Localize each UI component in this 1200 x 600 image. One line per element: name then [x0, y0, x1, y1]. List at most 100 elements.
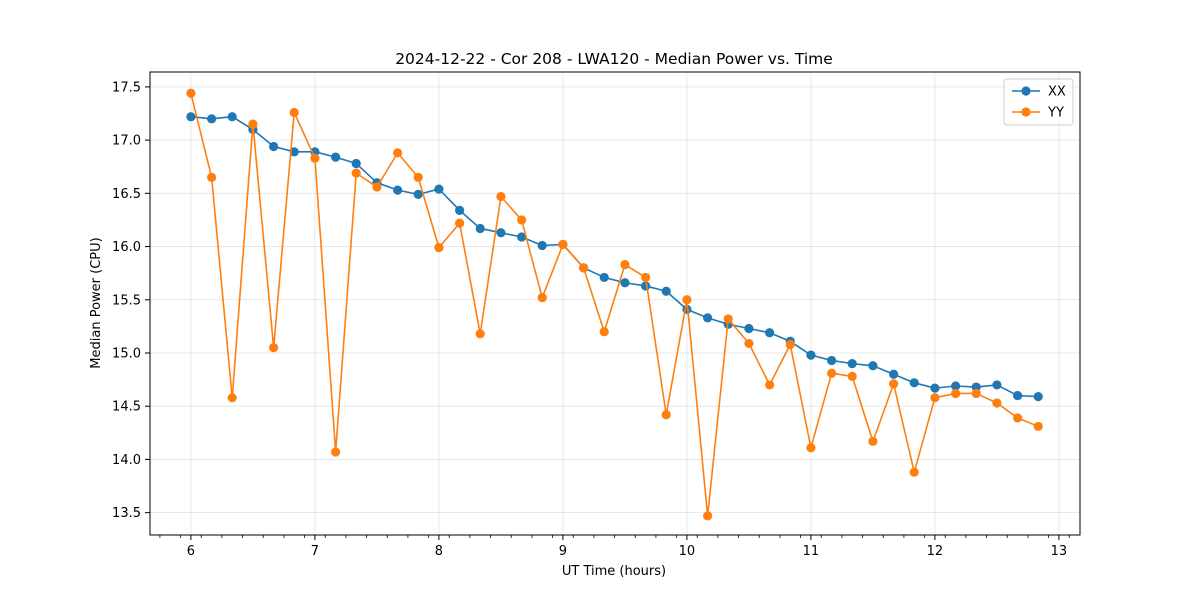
- data-point-yy: [827, 368, 837, 378]
- legend-label-xx: XX: [1048, 85, 1066, 100]
- data-point-xx: [434, 184, 444, 194]
- data-point-xx: [413, 189, 423, 200]
- data-point-xx: [455, 205, 465, 215]
- data-point-xx: [269, 141, 279, 152]
- data-point-yy: [413, 172, 423, 182]
- axes-frame: [149, 71, 1081, 536]
- plot-area: 6 7 8 9 10 11 12 13 13.5 14.0 14.5 15.0 15.5 16.0 16.5…: [112, 71, 1081, 559]
- data-point-yy: [599, 327, 609, 337]
- legend-marker-xx: [1021, 86, 1031, 96]
- data-point-yy: [372, 182, 382, 192]
- data-point-yy: [868, 436, 878, 446]
- data-point-yy: [641, 272, 651, 283]
- data-point-yy: [806, 443, 816, 453]
- data-point-yy: [889, 379, 899, 389]
- data-point-xx: [496, 228, 506, 238]
- x-tick-label: 7: [311, 544, 319, 559]
- data-point-xx: [227, 112, 237, 122]
- x-tick-label: 9: [559, 544, 567, 559]
- data-point-xx: [620, 278, 630, 288]
- y-tick-label: 14.5: [112, 400, 141, 415]
- y-tick-label: 15.5: [112, 293, 141, 308]
- data-point-yy: [971, 388, 981, 399]
- data-point-yy: [248, 119, 258, 129]
- x-tick-label: 13: [1051, 544, 1068, 559]
- data-point-xx: [207, 114, 217, 124]
- y-tick-label: 16.5: [112, 187, 141, 202]
- data-point-yy: [992, 398, 1002, 408]
- data-point-xx: [806, 350, 816, 360]
- data-point-yy: [951, 388, 961, 399]
- data-point-xx: [847, 359, 857, 369]
- data-point-yy: [455, 218, 465, 228]
- data-point-xx: [971, 382, 981, 392]
- data-point-yy: [227, 393, 237, 403]
- data-point-yy: [620, 260, 630, 270]
- data-point-yy: [517, 215, 527, 225]
- y-tick-label: 17.5: [112, 80, 141, 95]
- data-point-xx: [331, 152, 341, 162]
- data-point-yy: [1033, 421, 1043, 432]
- data-point-yy: [765, 380, 775, 390]
- data-point-yy: [930, 393, 940, 403]
- data-point-xx: [765, 328, 775, 338]
- data-point-xx: [744, 323, 754, 334]
- data-point-yy: [289, 107, 299, 118]
- data-point-xx: [393, 185, 403, 195]
- data-point-yy: [351, 168, 361, 178]
- data-point-yy: [496, 191, 506, 202]
- data-point-yy: [579, 263, 589, 273]
- x-tick-label: 10: [679, 544, 696, 559]
- legend: XX YY: [1003, 78, 1074, 126]
- data-point-xx: [599, 272, 609, 283]
- x-tick-label: 8: [435, 544, 443, 559]
- y-tick-label: 16.0: [112, 240, 141, 255]
- data-point-xx: [351, 158, 361, 169]
- data-point-xx: [703, 313, 713, 323]
- data-point-yy: [558, 239, 568, 250]
- y-tick-label: 17.0: [112, 134, 141, 149]
- y-axis-label: Median Power (CPU): [89, 237, 104, 368]
- data-point-yy: [207, 172, 217, 182]
- data-point-xx: [951, 381, 961, 391]
- data-point-xx: [186, 112, 196, 122]
- data-point-xx: [930, 383, 940, 393]
- data-point-yy: [186, 88, 196, 98]
- data-point-yy: [310, 153, 320, 163]
- data-point-yy: [744, 338, 754, 349]
- data-point-xx: [475, 223, 485, 234]
- y-tick-label: 15.0: [112, 346, 141, 361]
- data-point-xx: [992, 380, 1002, 390]
- data-point-yy: [847, 371, 857, 382]
- legend-label-yy: YY: [1047, 106, 1064, 121]
- data-point-yy: [269, 343, 279, 353]
- data-point-xx: [909, 378, 919, 388]
- x-tick-label: 11: [803, 544, 820, 559]
- data-point-yy: [331, 447, 341, 457]
- data-point-yy: [661, 410, 671, 420]
- data-point-xx: [537, 240, 547, 251]
- x-tick-label: 12: [927, 544, 944, 559]
- data-point-yy: [434, 243, 444, 253]
- data-point-xx: [889, 369, 899, 379]
- data-point-yy: [909, 467, 919, 477]
- data-point-xx: [517, 232, 527, 242]
- legend-marker-yy: [1021, 107, 1031, 117]
- data-point-xx: [868, 361, 878, 371]
- chart-title: 2024-12-22 - Cor 208 - LWA120 - Median P…: [395, 50, 833, 68]
- series-line-yy: [190, 93, 1039, 517]
- data-point-yy: [537, 293, 547, 303]
- y-tick-label: 14.0: [112, 453, 141, 468]
- x-tick-label: 6: [187, 544, 195, 559]
- data-point-xx: [1033, 392, 1043, 402]
- data-point-yy: [475, 329, 485, 339]
- data-point-yy: [393, 148, 403, 158]
- data-point-yy: [723, 314, 733, 324]
- data-point-yy: [1013, 413, 1023, 423]
- data-point-yy: [785, 339, 795, 350]
- data-point-xx: [661, 286, 671, 296]
- data-point-xx: [289, 147, 299, 157]
- data-point-xx: [827, 355, 837, 366]
